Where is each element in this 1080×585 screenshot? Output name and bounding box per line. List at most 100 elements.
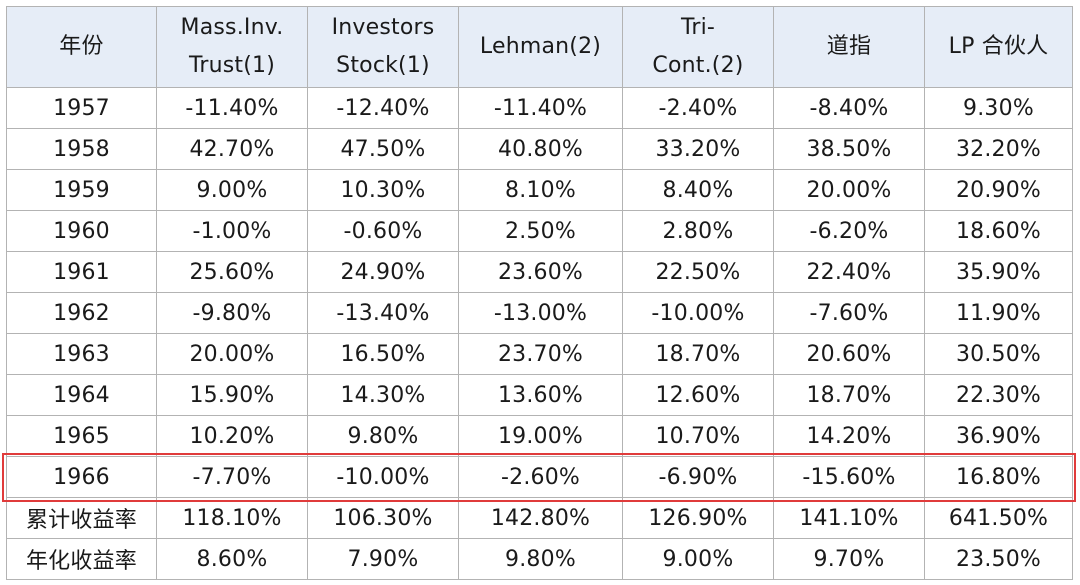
cell-lehman: 19.00%: [458, 415, 623, 457]
cell-tri-cont: -10.00%: [622, 292, 774, 334]
table-row: 1960 -1.00% -0.60% 2.50% 2.80% -6.20% 18.60%: [6, 210, 1073, 252]
cell-year: 1957: [6, 87, 157, 129]
cell-year: 1959: [6, 169, 157, 211]
cell-tri-cont: 22.50%: [622, 251, 774, 293]
cell-lehman: 2.50%: [458, 210, 623, 252]
cell-investors-stock: 14.30%: [307, 374, 459, 416]
cell-lp-partners: 18.60%: [924, 210, 1073, 252]
cell-year: 年化收益率: [6, 538, 157, 580]
header-line: Tri-: [680, 15, 716, 40]
cell-year: 1961: [6, 251, 157, 293]
cell-mass-inv-trust: 118.10%: [156, 497, 308, 539]
cell-mass-inv-trust: 15.90%: [156, 374, 308, 416]
cell-lp-partners: 641.50%: [924, 497, 1073, 539]
cell-tri-cont: 2.80%: [622, 210, 774, 252]
cell-investors-stock: -13.40%: [307, 292, 459, 334]
cell-dow: -6.20%: [773, 210, 925, 252]
summary-row: 年化收益率 8.60% 7.90% 9.80% 9.00% 9.70% 23.50%: [6, 538, 1073, 580]
cell-dow: 9.70%: [773, 538, 925, 580]
cell-lp-partners: 32.20%: [924, 128, 1073, 170]
header-lp-partners: LP 合伙人: [924, 6, 1073, 88]
table-row: 1962 -9.80% -13.40% -13.00% -10.00% -7.60% 11.…: [6, 292, 1073, 334]
cell-year: 1962: [6, 292, 157, 334]
cell-dow: 20.60%: [773, 333, 925, 375]
cell-mass-inv-trust: 9.00%: [156, 169, 308, 211]
cell-dow: 38.50%: [773, 128, 925, 170]
cell-lehman: 8.10%: [458, 169, 623, 211]
cell-lehman: 23.70%: [458, 333, 623, 375]
header-line: LP 合伙人: [948, 34, 1049, 59]
header-line: Lehman(2): [479, 34, 602, 59]
table-row: 1965 10.20% 9.80% 19.00% 10.70% 14.20% 36.90%: [6, 415, 1073, 457]
table-row: 1964 15.90% 14.30% 13.60% 12.60% 18.70% 22.30%: [6, 374, 1073, 416]
cell-year: 1965: [6, 415, 157, 457]
table-row: 1958 42.70% 47.50% 40.80% 33.20% 38.50% 32.20%: [6, 128, 1073, 170]
cell-mass-inv-trust: 42.70%: [156, 128, 308, 170]
cell-dow: 14.20%: [773, 415, 925, 457]
cell-investors-stock: -0.60%: [307, 210, 459, 252]
returns-table-container: 年份 Mass.Inv. Trust(1) Investors Stock(1) L…: [2, 6, 1076, 580]
cell-lp-partners: 23.50%: [924, 538, 1073, 580]
cell-tri-cont: 33.20%: [622, 128, 774, 170]
cell-tri-cont: -6.90%: [622, 456, 774, 498]
cell-investors-stock: 16.50%: [307, 333, 459, 375]
cell-mass-inv-trust: -11.40%: [156, 87, 308, 129]
cell-mass-inv-trust: 10.20%: [156, 415, 308, 457]
summary-row: 累计收益率 118.10% 106.30% 142.80% 126.90% 141.10%…: [6, 497, 1073, 539]
cell-mass-inv-trust: -7.70%: [156, 456, 308, 498]
header-line: Investors: [331, 15, 435, 40]
header-lehman: Lehman(2): [458, 6, 623, 88]
cell-lehman: 142.80%: [458, 497, 623, 539]
header-line: Trust(1): [188, 53, 276, 78]
header-mass-inv-trust: Mass.Inv. Trust(1): [156, 6, 308, 88]
table-row: 1961 25.60% 24.90% 23.60% 22.50% 22.40% 35.90%: [6, 251, 1073, 293]
cell-dow: -8.40%: [773, 87, 925, 129]
cell-dow: 141.10%: [773, 497, 925, 539]
cell-investors-stock: 24.90%: [307, 251, 459, 293]
cell-dow: 18.70%: [773, 374, 925, 416]
header-line: Mass.Inv.: [180, 15, 284, 40]
returns-table: 年份 Mass.Inv. Trust(1) Investors Stock(1) L…: [6, 6, 1073, 580]
cell-investors-stock: 10.30%: [307, 169, 459, 211]
cell-lehman: -13.00%: [458, 292, 623, 334]
header-dow: 道指: [773, 6, 925, 88]
cell-dow: 20.00%: [773, 169, 925, 211]
header-line: 道指: [826, 34, 872, 59]
header-line: 年份: [59, 34, 104, 59]
cell-tri-cont: -2.40%: [622, 87, 774, 129]
cell-lp-partners: 20.90%: [924, 169, 1073, 211]
header-tri-cont: Tri- Cont.(2): [622, 6, 774, 88]
table-row: 1963 20.00% 16.50% 23.70% 18.70% 20.60% 30.50%: [6, 333, 1073, 375]
cell-tri-cont: 12.60%: [622, 374, 774, 416]
cell-lp-partners: 9.30%: [924, 87, 1073, 129]
cell-year: 1963: [6, 333, 157, 375]
cell-lp-partners: 30.50%: [924, 333, 1073, 375]
cell-tri-cont: 9.00%: [622, 538, 774, 580]
cell-lp-partners: 16.80%: [924, 456, 1073, 498]
cell-year: 累计收益率: [6, 497, 157, 539]
header-investors-stock: Investors Stock(1): [307, 6, 459, 88]
cell-investors-stock: 7.90%: [307, 538, 459, 580]
cell-tri-cont: 126.90%: [622, 497, 774, 539]
cell-investors-stock: 47.50%: [307, 128, 459, 170]
cell-lehman: 9.80%: [458, 538, 623, 580]
cell-year: 1958: [6, 128, 157, 170]
cell-mass-inv-trust: -9.80%: [156, 292, 308, 334]
cell-lehman: -11.40%: [458, 87, 623, 129]
cell-lehman: -2.60%: [458, 456, 623, 498]
header-line: Cont.(2): [652, 53, 744, 78]
cell-mass-inv-trust: 8.60%: [156, 538, 308, 580]
table-row: 1966 -7.70% -10.00% -2.60% -6.90% -15.60% 16.8…: [6, 456, 1073, 498]
cell-mass-inv-trust: -1.00%: [156, 210, 308, 252]
cell-lehman: 13.60%: [458, 374, 623, 416]
cell-tri-cont: 18.70%: [622, 333, 774, 375]
cell-investors-stock: 106.30%: [307, 497, 459, 539]
cell-dow: -7.60%: [773, 292, 925, 334]
cell-investors-stock: -10.00%: [307, 456, 459, 498]
cell-tri-cont: 8.40%: [622, 169, 774, 211]
header-year: 年份: [6, 6, 157, 88]
cell-lehman: 40.80%: [458, 128, 623, 170]
header-row: 年份 Mass.Inv. Trust(1) Investors Stock(1) L…: [6, 6, 1073, 88]
table-row: 1957 -11.40% -12.40% -11.40% -2.40% -8.40% 9.3…: [6, 87, 1073, 129]
table-body: 1957 -11.40% -12.40% -11.40% -2.40% -8.40% 9.3…: [6, 87, 1073, 580]
